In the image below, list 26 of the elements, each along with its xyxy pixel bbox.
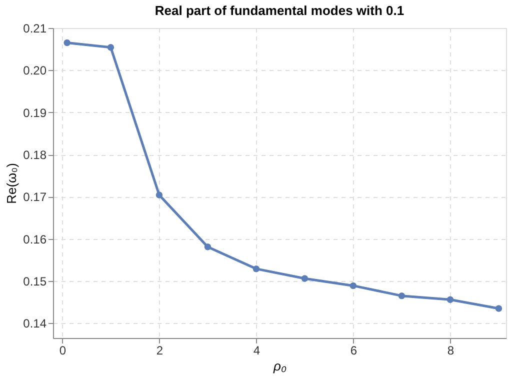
y-tick-label: 0.15 (23, 274, 47, 289)
point (64, 39, 70, 46)
y-tick-label: 0.16 (23, 232, 47, 246)
point (156, 192, 163, 198)
point (350, 282, 357, 290)
point (107, 44, 114, 51)
y-tick-label: 0.14 (23, 316, 47, 331)
point (446, 296, 454, 303)
chart-title: Real part of fundamental modes with 0.1 (154, 3, 404, 18)
y-tick-label: 0.17 (23, 190, 47, 204)
point (204, 244, 212, 250)
x-tick-label: 4 (253, 344, 260, 358)
point (252, 265, 260, 272)
x-tick-label: 0 (59, 344, 66, 358)
y-tick-label: 0.20 (23, 64, 47, 78)
x-tick-label: 2 (156, 344, 164, 358)
x-tick-label: 8 (447, 344, 454, 358)
point (398, 292, 406, 300)
point (301, 275, 308, 282)
y-tick-label: 0.18 (23, 148, 47, 162)
x-tick-label: 6 (350, 344, 358, 358)
point (495, 305, 502, 312)
y-tick-label: 0.21 (23, 22, 47, 36)
x-axis-title: ρ₀ (272, 358, 287, 374)
y-tick-label: 0.19 (23, 106, 47, 120)
y-axis-title: Re(ω₀) (4, 163, 20, 204)
